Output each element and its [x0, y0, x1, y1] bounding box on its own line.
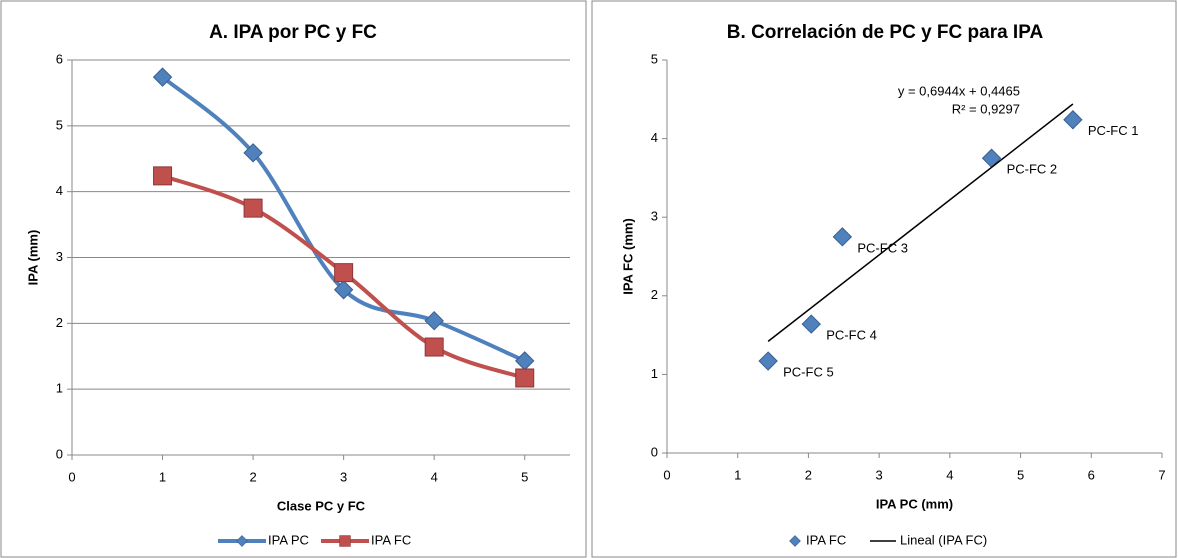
point — [801, 314, 821, 334]
y-tick-label: 3 — [651, 209, 658, 224]
legend-label: IPA PC — [268, 532, 309, 547]
x-tick-label: 4 — [431, 469, 438, 484]
point — [243, 143, 263, 163]
x-tick-label: 3 — [340, 469, 347, 484]
point — [424, 310, 444, 331]
y-axis-title: IPA (mm) — [25, 230, 40, 286]
y-tick-label: 4 — [56, 183, 63, 198]
y-axis-title: IPA FC (mm) — [620, 218, 635, 295]
y-tick-label: 3 — [56, 249, 63, 264]
y-tick-label: 0 — [651, 444, 658, 459]
panel-a — [0, 0, 587, 558]
x-tick-label: 7 — [1158, 467, 1165, 482]
trend-equation: y = 0,6944x + 0,4465 — [898, 83, 1020, 98]
x-tick-label: 1 — [734, 467, 741, 482]
x-tick-label: 6 — [1088, 467, 1095, 482]
x-tick-label: 2 — [805, 467, 812, 482]
point — [424, 337, 444, 357]
y-tick-label: 1 — [56, 381, 63, 396]
data-label: PC-FC 3 — [857, 240, 908, 255]
data-label: PC-FC 4 — [826, 328, 877, 343]
point — [153, 166, 173, 186]
data-label: PC-FC 5 — [783, 364, 834, 379]
x-tick-label: 3 — [876, 467, 883, 482]
series-line — [161, 75, 526, 363]
point — [243, 198, 263, 218]
y-tick-label: 0 — [56, 446, 63, 461]
legend-label: Lineal (IPA FC) — [900, 532, 987, 547]
point — [152, 67, 173, 87]
y-tick-label: 2 — [651, 287, 658, 302]
trendline — [767, 103, 1074, 342]
data-label: PC-FC 2 — [1007, 162, 1058, 177]
x-tick-label: 4 — [946, 467, 953, 482]
legend-marker — [236, 535, 248, 547]
point — [981, 148, 1002, 168]
x-tick-label: 0 — [68, 469, 75, 484]
point — [333, 280, 354, 300]
y-tick-label: 6 — [56, 51, 63, 66]
x-axis-title: IPA PC (mm) — [876, 496, 953, 511]
point — [334, 263, 354, 283]
point — [758, 351, 778, 371]
x-tick-label: 1 — [159, 469, 166, 484]
point — [1063, 110, 1083, 130]
point — [515, 351, 535, 371]
legend-marker — [789, 535, 801, 547]
y-tick-label: 1 — [651, 366, 658, 381]
y-tick-label: 4 — [651, 130, 658, 145]
legend-label: IPA FC — [806, 532, 846, 547]
legend-marker — [339, 535, 351, 547]
x-tick-label: 0 — [663, 467, 670, 482]
y-tick-label: 2 — [56, 315, 63, 330]
legend-label: IPA FC — [371, 532, 411, 547]
chart-title: A. IPA por PC y FC — [209, 22, 377, 43]
data-label: PC-FC 1 — [1088, 123, 1139, 138]
point — [515, 368, 535, 388]
x-axis-title: Clase PC y FC — [277, 498, 366, 513]
y-tick-label: 5 — [651, 51, 658, 66]
trend-r2: R² = 0,9297 — [952, 101, 1020, 116]
point — [832, 227, 853, 247]
x-tick-label: 5 — [1017, 467, 1024, 482]
panel-b — [591, 0, 1177, 558]
chart-title: B. Correlación de PC y FC para IPA — [727, 22, 1044, 43]
x-tick-label: 2 — [249, 469, 256, 484]
y-tick-label: 5 — [56, 117, 63, 132]
x-tick-label: 5 — [521, 469, 528, 484]
